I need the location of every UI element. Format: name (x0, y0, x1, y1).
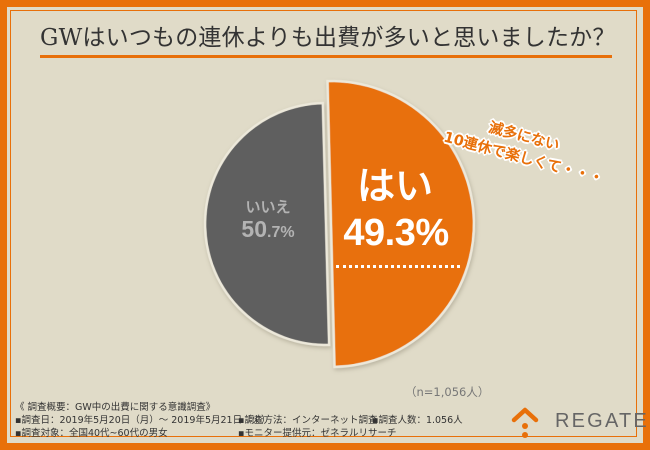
pie-slice-no (203, 101, 331, 347)
regate-logo-text: REGATE (555, 410, 649, 432)
survey-respondents: ▪調査人数：1.056人 (372, 415, 463, 426)
pie-slice-yes (326, 79, 476, 369)
no-percentage-decimal: .7% (267, 224, 295, 241)
inner-frame (10, 10, 637, 437)
no-percentage-main: 50 (241, 216, 267, 242)
regate-arrow-icon (511, 407, 539, 438)
yes-percentage: 49.3% (343, 212, 449, 254)
no-percentage: 50.7% (228, 216, 308, 246)
monitor-provider: ▪モニター提供元：ゼネラルリサーチ (238, 428, 397, 439)
title-underline (40, 55, 612, 58)
chart-title: GWはいつもの連休よりも出費が多いと思いましたか？ (40, 25, 616, 51)
survey-heading: 《 調査概要：GW中の出費に関する意識調査》 (15, 402, 216, 413)
yes-dotted-underline (336, 265, 460, 268)
yes-label: はい (356, 164, 433, 208)
survey-date: ▪調査日：2019年5月20日（月）～ 2019年5月21日（火） (15, 415, 271, 426)
survey-target: ▪調査対象：全国40代~60代の男女 (15, 428, 168, 439)
no-label: いいえ (245, 198, 291, 216)
survey-method: ▪調査方法：インターネット調査 (238, 415, 378, 426)
sample-size: （n=1,056人） (405, 385, 490, 399)
